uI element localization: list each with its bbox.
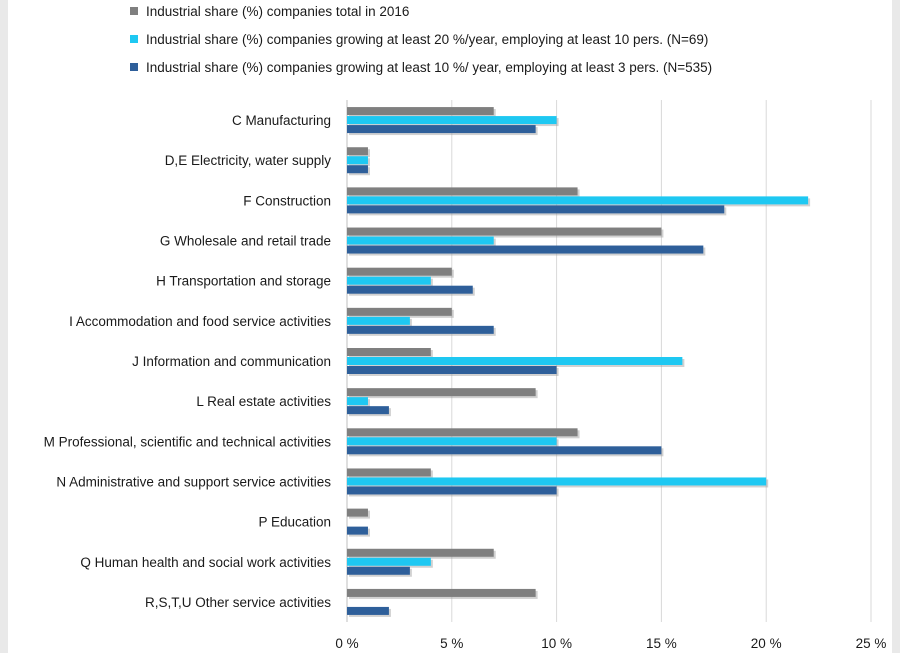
bar (347, 125, 536, 134)
legend-swatch-growing-20 (130, 35, 138, 43)
bar (347, 196, 809, 205)
bar (347, 357, 683, 365)
legend-item-growing-20: Industrial share (%) companies growing a… (130, 32, 708, 47)
bar (347, 446, 662, 455)
bar (347, 325, 494, 334)
category-labels: C Manufacturing D,E Electricity, water su… (44, 113, 332, 610)
category-label: L Real estate activities (196, 394, 331, 409)
bar (347, 267, 452, 276)
category-label: P Education (258, 515, 331, 530)
bar (347, 557, 431, 566)
bar (347, 165, 368, 174)
category-label: G Wholesale and retail trade (160, 234, 331, 249)
bar (347, 107, 494, 116)
bar (347, 526, 368, 535)
bar (347, 548, 494, 557)
x-tick-label: 10 % (541, 636, 572, 651)
category-label: J Information and communication (132, 354, 331, 369)
bar (347, 205, 725, 214)
bar (347, 388, 536, 397)
x-tick-label: 20 % (751, 636, 782, 651)
bar (347, 566, 410, 575)
bar (347, 316, 410, 325)
legend-label-growing-20: Industrial share (%) companies growing a… (146, 32, 709, 47)
category-label: N Administrative and support service act… (56, 474, 331, 489)
bar (347, 245, 704, 254)
bar (347, 156, 368, 165)
bar (347, 276, 431, 285)
bar (347, 307, 452, 316)
legend-item-growing-10: Industrial share (%) companies growing a… (130, 60, 712, 75)
legend-swatch-growing-10 (130, 63, 138, 71)
bar (347, 116, 557, 125)
bar (347, 437, 557, 446)
legend-label-growing-10: Industrial share (%) companies growing a… (146, 60, 713, 75)
x-tick-label: 25 % (856, 636, 887, 651)
bar (347, 366, 557, 374)
category-label: R,S,T,U Other service activities (145, 595, 331, 610)
bar (347, 486, 557, 495)
bar (347, 227, 662, 236)
bar (347, 236, 494, 245)
bar (347, 285, 473, 294)
bar (347, 147, 368, 156)
category-label: M Professional, scientific and technical… (44, 434, 332, 449)
bar (347, 397, 368, 406)
category-label: D,E Electricity, water supply (165, 153, 332, 168)
bar (347, 348, 431, 356)
bar (347, 468, 431, 477)
x-axis-ticks: 0 % 5 % 10 % 15 % 20 % 25 % (335, 636, 886, 651)
x-tick-label: 15 % (646, 636, 677, 651)
category-label: F Construction (243, 193, 331, 208)
legend-item-total-2016: Industrial share (%) companies total in … (130, 4, 409, 19)
bar (347, 428, 578, 437)
bar (347, 406, 389, 415)
category-label: C Manufacturing (232, 113, 331, 128)
bar (347, 187, 578, 196)
category-label: I Accommodation and food service activit… (69, 314, 331, 329)
legend-label-total-2016: Industrial share (%) companies total in … (146, 4, 410, 19)
bar (347, 588, 536, 597)
bar (347, 606, 389, 615)
bar (347, 508, 368, 517)
bars (347, 107, 811, 617)
bar (347, 477, 767, 486)
x-tick-label: 5 % (440, 636, 463, 651)
x-tick-label: 0 % (335, 636, 358, 651)
legend-swatch-total-2016 (130, 7, 138, 15)
category-label: Q Human health and social work activitie… (80, 555, 331, 570)
category-label: H Transportation and storage (156, 274, 331, 289)
